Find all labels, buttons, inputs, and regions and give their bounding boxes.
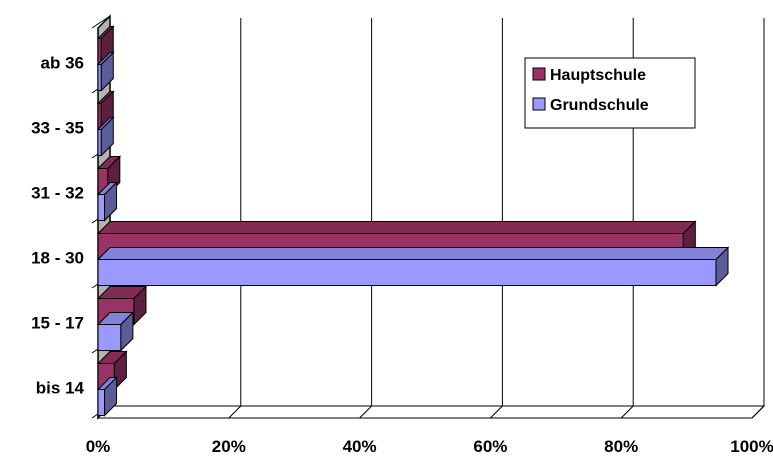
bar-grundschule-3 (96, 246, 730, 287)
floor (96, 405, 766, 419)
x-tick-label: 80% (604, 437, 638, 456)
x-tick-label: 0% (86, 437, 111, 456)
legend-label: Hauptschule (550, 67, 646, 84)
legend-swatch (532, 97, 546, 111)
y-tick-label: 15 - 17 (31, 314, 84, 333)
y-tick-label: bis 14 (36, 379, 85, 398)
bar-grundschule-4 (96, 311, 135, 352)
x-tick-label: 100% (730, 437, 773, 456)
gridline-floor (751, 405, 765, 419)
gridline-floor (490, 405, 503, 419)
x-tick-label: 20% (212, 437, 246, 456)
gridline-floor (620, 405, 634, 419)
gridline-floor (228, 405, 242, 419)
legend-label: Grundschule (550, 97, 649, 114)
bar-hauptschule-4 (96, 285, 148, 326)
gridline-floor (359, 405, 372, 419)
bar-grundschule-2 (96, 181, 118, 222)
legend: Hauptschule Grundschule (524, 57, 696, 129)
x-tick-label: 40% (343, 437, 377, 456)
legend-swatch (532, 67, 546, 81)
y-tick-label: 31 - 32 (31, 184, 84, 203)
category-tick (91, 15, 111, 29)
bar-grundschule-1 (96, 116, 115, 157)
bar-grundschule-5 (96, 376, 118, 417)
x-tick-label: 60% (473, 437, 507, 456)
bar-grundschule-0 (96, 51, 115, 92)
y-tick-label: ab 36 (41, 54, 84, 73)
y-tick-label: 18 - 30 (31, 249, 84, 268)
y-tick-label: 33 - 35 (31, 119, 84, 138)
